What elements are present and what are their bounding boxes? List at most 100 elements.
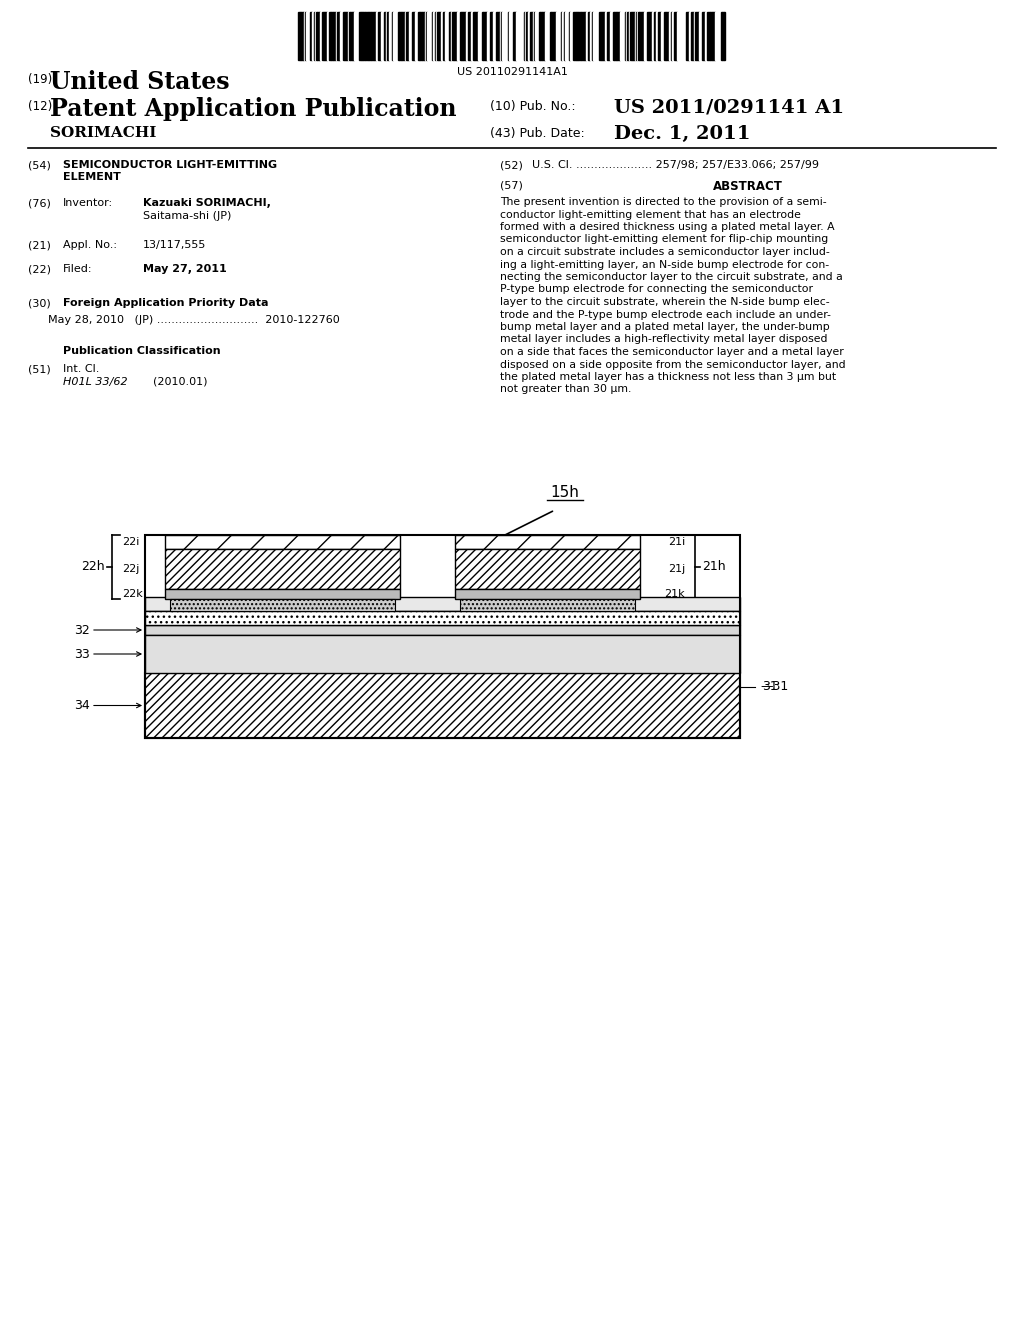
Text: 15h: 15h — [551, 484, 580, 500]
Text: (19): (19) — [28, 73, 52, 86]
Bar — [571, 12, 573, 59]
Text: 22k: 22k — [122, 589, 142, 599]
Bar — [455, 549, 640, 589]
Bar — [409, 12, 412, 59]
Bar — [346, 12, 348, 59]
Bar — [460, 599, 635, 611]
Bar — [325, 12, 327, 59]
Bar — [528, 12, 530, 59]
Bar — [557, 12, 560, 59]
Bar — [597, 12, 599, 59]
Bar — [713, 12, 715, 59]
Bar — [454, 12, 456, 59]
Bar — [699, 12, 702, 59]
Bar — [680, 12, 682, 59]
Bar — [603, 12, 605, 59]
Bar — [664, 12, 666, 59]
Text: not greater than 30 μm.: not greater than 30 μm. — [500, 384, 632, 395]
Bar — [567, 12, 569, 59]
Text: on a side that faces the semiconductor layer and a metal layer: on a side that faces the semiconductor l… — [500, 347, 844, 356]
Bar — [331, 12, 333, 59]
Bar — [306, 12, 308, 59]
Text: (22): (22) — [28, 264, 51, 275]
Bar — [536, 12, 538, 59]
Text: 21j: 21j — [668, 564, 685, 574]
Bar — [376, 12, 378, 59]
Bar — [710, 12, 712, 59]
Bar — [402, 12, 406, 59]
Bar — [165, 535, 400, 549]
Bar — [466, 12, 468, 59]
Bar — [630, 12, 632, 59]
Bar — [483, 12, 485, 59]
Bar — [511, 12, 513, 59]
Text: (30): (30) — [28, 298, 51, 308]
Bar — [145, 624, 740, 635]
Bar — [340, 12, 343, 59]
Bar — [605, 12, 607, 59]
Text: ing a light-emitting layer, an N-side bump electrode for con-: ing a light-emitting layer, an N-side bu… — [500, 260, 829, 269]
Bar — [478, 12, 481, 59]
Bar — [319, 12, 322, 59]
Bar — [369, 12, 371, 59]
Text: on a circuit substrate includes a semiconductor layer includ-: on a circuit substrate includes a semico… — [500, 247, 829, 257]
Bar — [475, 12, 477, 59]
Bar — [170, 599, 395, 611]
Text: 34: 34 — [75, 700, 90, 711]
Bar — [669, 12, 671, 59]
Bar — [678, 12, 680, 59]
Bar — [487, 12, 490, 59]
Text: (2010.01): (2010.01) — [153, 378, 208, 387]
Bar — [633, 12, 635, 59]
Bar — [420, 12, 422, 59]
Text: H01L 33/62: H01L 33/62 — [63, 378, 128, 387]
Bar — [429, 12, 432, 59]
Text: disposed on a side opposite from the semiconductor layer, and: disposed on a side opposite from the sem… — [500, 359, 846, 370]
Bar — [581, 12, 584, 59]
Bar — [463, 12, 465, 59]
Bar — [359, 12, 361, 59]
Bar — [382, 12, 384, 59]
Text: bump metal layer and a plated metal layer, the under-bump: bump metal layer and a plated metal laye… — [500, 322, 829, 333]
Bar — [715, 12, 718, 59]
Text: May 28, 2010   (JP) ............................  2010-122760: May 28, 2010 (JP) ......................… — [48, 315, 340, 325]
Bar — [718, 12, 721, 59]
Text: 13/117,555: 13/117,555 — [143, 240, 207, 249]
Bar — [505, 12, 508, 59]
Bar — [562, 12, 564, 59]
Text: necting the semiconductor layer to the circuit substrate, and a: necting the semiconductor layer to the c… — [500, 272, 843, 282]
Bar — [329, 12, 331, 59]
Bar — [656, 12, 658, 59]
Bar — [350, 12, 352, 59]
Bar — [674, 12, 677, 59]
Bar — [496, 12, 499, 59]
Text: (57): (57) — [500, 180, 523, 190]
Text: (51): (51) — [28, 364, 51, 374]
Text: U.S. Cl. ..................... 257/98; 257/E33.066; 257/99: U.S. Cl. ..................... 257/98; 2… — [532, 160, 819, 170]
Text: layer to the circuit substrate, wherein the N-side bump elec-: layer to the circuit substrate, wherein … — [500, 297, 829, 308]
Text: (76): (76) — [28, 198, 51, 209]
Bar — [666, 12, 669, 59]
Text: (54): (54) — [28, 160, 51, 170]
Bar — [722, 12, 724, 59]
Bar — [389, 12, 391, 59]
Bar — [412, 12, 415, 59]
Text: United States: United States — [50, 70, 229, 94]
Text: Saitama-shi (JP): Saitama-shi (JP) — [143, 211, 231, 220]
Text: P-type bump electrode for connecting the semiconductor: P-type bump electrode for connecting the… — [500, 285, 813, 294]
Bar — [573, 12, 575, 59]
Text: 33: 33 — [75, 648, 90, 660]
Bar — [649, 12, 652, 59]
Text: 32: 32 — [75, 623, 90, 636]
Bar — [548, 12, 550, 59]
Text: (52): (52) — [500, 160, 523, 170]
Text: 22j: 22j — [122, 564, 139, 574]
Text: The present invention is directed to the provision of a semi-: The present invention is directed to the… — [500, 197, 826, 207]
Bar — [471, 12, 473, 59]
Bar — [333, 12, 336, 59]
Text: formed with a desired thickness using a plated metal layer. A: formed with a desired thickness using a … — [500, 222, 835, 232]
Text: SORIMACHI: SORIMACHI — [50, 125, 157, 140]
Text: ELEMENT: ELEMENT — [63, 172, 121, 182]
Bar — [551, 12, 554, 59]
Bar — [415, 12, 418, 59]
